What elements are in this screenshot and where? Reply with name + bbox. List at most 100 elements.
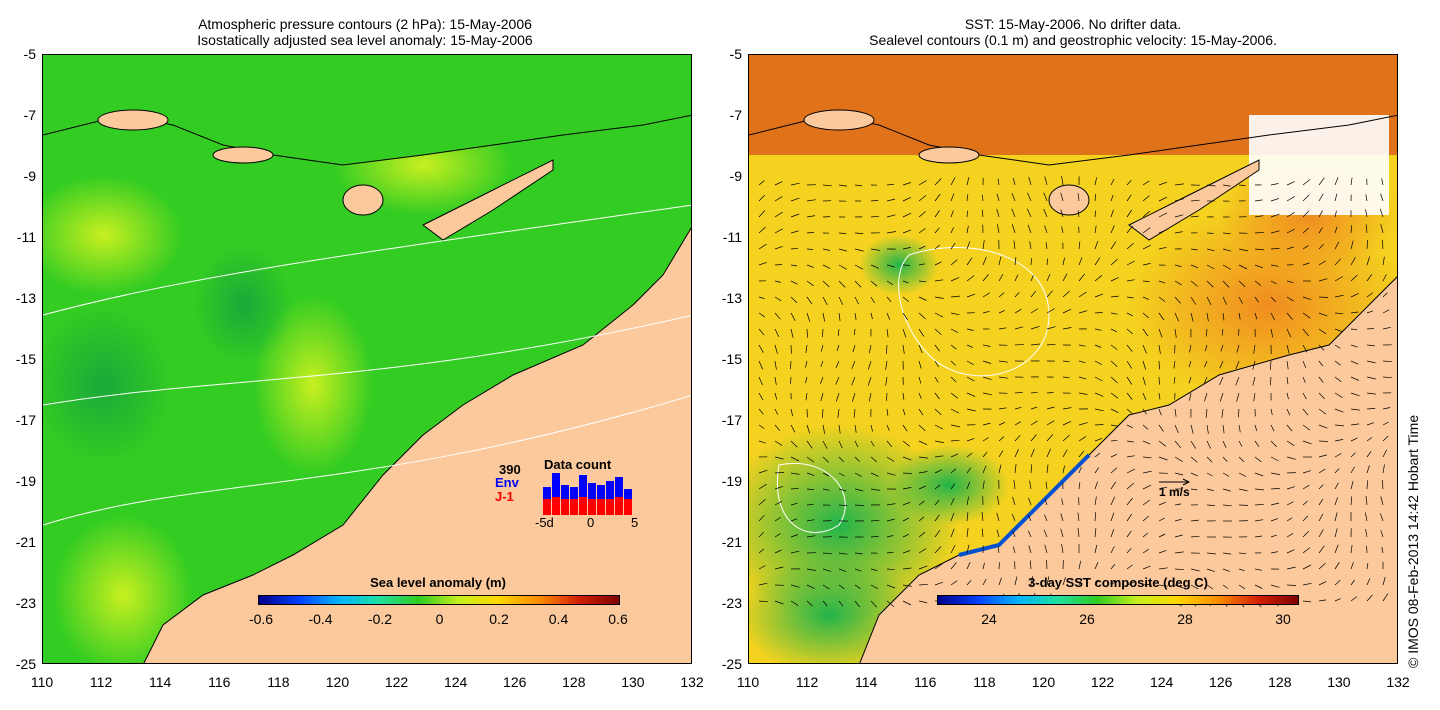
velocity-arrow — [806, 232, 815, 234]
velocity-arrow — [1030, 406, 1038, 410]
velocity-arrow — [758, 514, 765, 522]
velocity-arrow — [1094, 177, 1098, 186]
velocity-arrow — [1078, 344, 1086, 347]
longitude-tick: 118 — [973, 674, 996, 690]
velocity-arrow — [1158, 212, 1168, 218]
latitude-tick: -7 — [729, 107, 742, 123]
velocity-arrow — [1158, 567, 1168, 570]
colorbar-tick: 0.6 — [608, 611, 628, 627]
velocity-arrow — [966, 293, 976, 298]
velocity-arrow — [870, 472, 879, 477]
velocity-arrow — [1366, 422, 1375, 426]
velocity-arrow — [1254, 440, 1260, 447]
velocity-arrow — [982, 451, 988, 458]
velocity-arrow — [1238, 184, 1246, 186]
velocity-arrow — [1238, 568, 1245, 572]
histogram-bar-j1 — [606, 499, 614, 515]
velocity-arrow — [1014, 421, 1021, 426]
velocity-arrow — [1286, 584, 1297, 586]
velocity-arrow — [1204, 344, 1208, 352]
velocity-arrow — [1222, 184, 1231, 187]
velocity-arrow — [1334, 528, 1338, 538]
velocity-arrow — [918, 245, 926, 250]
velocity-arrow — [950, 328, 959, 333]
velocity-arrow — [1334, 392, 1343, 398]
velocity-arrow — [1094, 293, 1104, 298]
velocity-arrow — [1110, 376, 1118, 384]
left-panel-title: Atmospheric pressure contours (2 hPa): 1… — [40, 16, 690, 48]
velocity-arrow — [1366, 437, 1373, 442]
velocity-arrow — [1334, 312, 1344, 315]
velocity-arrow — [1366, 578, 1371, 586]
velocity-arrow — [1238, 248, 1248, 252]
velocity-arrow — [1046, 576, 1050, 586]
velocity-arrow — [902, 182, 911, 186]
velocity-arrow — [870, 312, 873, 320]
velocity-arrow — [870, 536, 879, 538]
velocity-arrow — [1189, 392, 1192, 401]
velocity-arrow — [1158, 584, 1168, 587]
velocity-arrow — [1254, 248, 1264, 251]
velocity-arrow — [1382, 274, 1387, 282]
velocity-arrow — [950, 360, 956, 366]
velocity-arrow — [996, 224, 1000, 234]
velocity-arrow — [1381, 479, 1384, 490]
sst-map: 1 m/s 3-day SST composite (deg C) 24 26 28… — [748, 54, 1398, 664]
velocity-arrow — [886, 472, 896, 476]
velocity-arrow — [774, 280, 781, 283]
velocity-arrow — [918, 565, 928, 570]
velocity-arrow — [1270, 183, 1279, 186]
velocity-arrow — [998, 407, 1007, 410]
velocity-arrow — [1365, 496, 1368, 506]
velocity-arrow — [966, 408, 976, 412]
velocity-arrow — [1235, 360, 1240, 370]
velocity-arrow — [902, 229, 912, 234]
velocity-arrow — [998, 464, 1002, 474]
velocity-arrow — [996, 193, 1000, 202]
velocity-arrow — [790, 328, 794, 338]
longitude-tick: 122 — [1090, 674, 1115, 690]
velocity-arrow — [1078, 450, 1085, 458]
velocity-arrow — [1318, 562, 1326, 570]
velocity-arrow — [902, 247, 911, 250]
velocity-arrow — [966, 544, 970, 554]
velocity-arrow — [934, 227, 940, 234]
velocity-arrow — [1030, 308, 1039, 314]
velocity-arrow — [934, 193, 941, 202]
velocity-arrow — [1190, 472, 1198, 477]
velocity-arrow — [1030, 325, 1040, 330]
velocity-arrow — [934, 455, 944, 458]
velocity-arrow — [1365, 209, 1368, 218]
velocity-arrow — [1094, 512, 1097, 522]
velocity-arrow — [934, 484, 941, 490]
velocity-arrow — [1126, 468, 1135, 474]
latitude-tick: -23 — [721, 595, 742, 611]
velocity-arrow — [1174, 183, 1184, 186]
velocity-arrow — [1318, 468, 1326, 474]
velocity-arrow — [1174, 198, 1184, 202]
colorbar-tick: 0.2 — [489, 611, 509, 627]
velocity-arrow — [1366, 360, 1376, 364]
velocity-arrow — [1174, 296, 1181, 304]
velocity-arrow — [1190, 488, 1198, 491]
velocity-arrow — [758, 312, 766, 318]
velocity-arrow — [918, 531, 926, 538]
velocity-arrow — [1142, 499, 1150, 506]
velocity-arrow — [854, 472, 862, 477]
velocity-arrow — [1269, 360, 1272, 370]
velocity-arrow — [1254, 535, 1263, 538]
velocity-arrow — [1334, 328, 1343, 332]
velocity-arrow — [1110, 277, 1119, 282]
velocity-arrow — [1094, 544, 1098, 554]
velocity-arrow — [790, 312, 796, 321]
velocity-arrow — [966, 392, 976, 397]
velocity-arrow — [950, 562, 957, 570]
velocity-arrow — [1110, 546, 1115, 554]
velocity-arrow — [1366, 562, 1369, 570]
velocity-arrow — [1286, 181, 1295, 186]
velocity-arrow — [774, 600, 784, 605]
velocity-arrow — [1060, 513, 1064, 522]
velocity-arrow — [1174, 280, 1182, 286]
velocity-arrow — [1110, 563, 1116, 570]
velocity-arrow — [835, 376, 840, 385]
